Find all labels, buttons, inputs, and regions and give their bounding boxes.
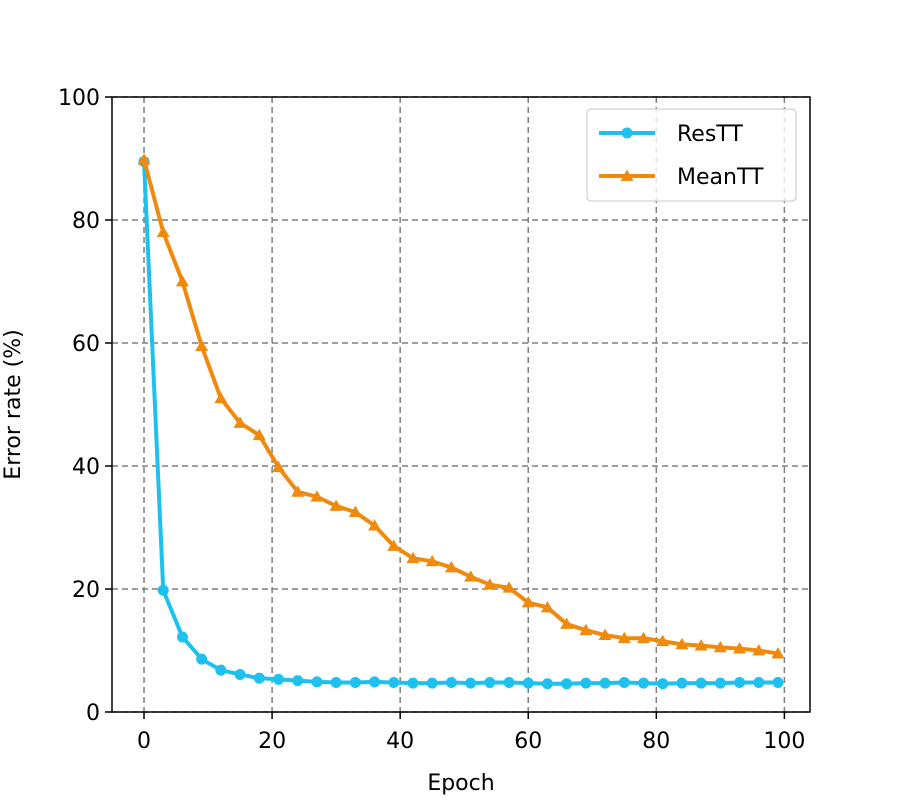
series-layer (137, 153, 785, 690)
legend-entry-meantt: MeanTT (599, 165, 764, 190)
point-restt-27 (311, 676, 323, 688)
point-restt-90 (714, 677, 726, 689)
point-restt-93 (734, 676, 746, 688)
point-meantt-6 (175, 275, 189, 287)
legend-label-meantt: MeanTT (677, 165, 764, 190)
point-meantt-48 (444, 560, 458, 573)
y-tick-label-40: 40 (72, 455, 100, 480)
point-restt-75 (618, 676, 630, 688)
point-meantt-81 (656, 634, 670, 647)
series-restt (138, 156, 784, 690)
point-meantt-84 (675, 637, 689, 650)
point-restt-54 (484, 676, 496, 688)
plot-frame (111, 96, 811, 713)
x-tick-label-40: 40 (386, 729, 414, 754)
point-meantt-54 (483, 578, 497, 590)
point-meantt-90 (713, 640, 727, 653)
point-meantt-72 (598, 628, 612, 640)
y-tick-label-0: 0 (86, 701, 100, 726)
point-meantt-60 (521, 596, 535, 608)
point-restt-69 (580, 677, 592, 689)
point-meantt-3 (156, 225, 170, 238)
point-meantt-15 (233, 416, 247, 428)
x-tick-label-80: 80 (642, 729, 670, 754)
x-tick-label-0: 0 (137, 729, 151, 754)
x-tick-label-100: 100 (763, 729, 805, 754)
legend-entry-restt: ResTT (599, 122, 743, 147)
point-meantt-36 (368, 519, 382, 531)
point-restt-15 (234, 668, 246, 680)
point-restt-33 (349, 676, 361, 688)
point-restt-30 (330, 676, 342, 688)
point-meantt-42 (406, 551, 420, 564)
point-restt-12 (215, 664, 227, 676)
point-restt-6 (176, 631, 188, 643)
y-tick-label-60: 60 (72, 332, 100, 357)
point-restt-9 (196, 653, 208, 665)
point-restt-72 (599, 677, 611, 689)
point-meantt-96 (752, 644, 766, 656)
y-axis-label: Error rate (%) (1, 329, 26, 479)
point-restt-18 (253, 672, 265, 684)
y-tick-label-80: 80 (72, 209, 100, 234)
point-restt-78 (638, 677, 650, 689)
y-tick-label-20: 20 (72, 578, 100, 603)
series-line-restt (142, 161, 778, 686)
point-meantt-45 (425, 554, 439, 567)
legend-marker-restt (621, 127, 633, 139)
x-axis-label: Epoch (427, 771, 494, 796)
point-meantt-27 (310, 490, 324, 502)
point-restt-57 (503, 676, 515, 688)
point-meantt-12 (214, 391, 228, 404)
point-meantt-63 (540, 600, 554, 613)
point-restt-99 (772, 676, 784, 688)
point-restt-96 (753, 676, 765, 688)
series-meantt (137, 153, 785, 659)
legend: ResTT MeanTT (586, 108, 797, 202)
point-restt-66 (561, 678, 573, 690)
axis-ticks: 0 20 40 60 80 100 0 20 40 60 80 100 (58, 86, 805, 754)
point-meantt-39 (387, 539, 401, 551)
point-restt-51 (465, 677, 477, 689)
point-restt-21 (272, 673, 284, 685)
x-tick-label-20: 20 (258, 729, 286, 754)
point-meantt-24 (291, 485, 305, 497)
point-restt-39 (388, 676, 400, 688)
point-restt-24 (292, 675, 304, 687)
legend-marker-meantt (620, 169, 634, 181)
point-meantt-69 (579, 623, 593, 636)
point-meantt-78 (637, 631, 651, 644)
point-meantt-99 (771, 647, 785, 659)
point-meantt-57 (502, 581, 516, 593)
point-restt-3 (157, 584, 169, 596)
point-restt-81 (657, 678, 669, 690)
point-restt-48 (445, 676, 457, 688)
point-restt-60 (522, 677, 534, 689)
point-restt-45 (426, 677, 438, 689)
point-restt-63 (541, 678, 553, 690)
point-meantt-9 (195, 339, 209, 351)
legend-label-restt: ResTT (677, 122, 743, 147)
point-restt-84 (676, 677, 688, 689)
point-meantt-66 (560, 617, 574, 629)
point-meantt-21 (271, 460, 285, 473)
point-meantt-75 (617, 631, 631, 644)
point-restt-36 (369, 676, 381, 688)
y-tick-label-100: 100 (58, 86, 100, 111)
point-meantt-87 (694, 639, 708, 651)
x-tick-label-60: 60 (514, 729, 542, 754)
point-meantt-33 (348, 505, 362, 517)
point-meantt-18 (252, 428, 266, 441)
point-restt-87 (695, 677, 707, 689)
point-meantt-30 (329, 499, 343, 511)
point-meantt-93 (733, 642, 747, 654)
point-meantt-0 (137, 153, 151, 165)
point-meantt-51 (464, 570, 478, 582)
series-line-meantt (142, 159, 779, 656)
point-restt-42 (407, 677, 419, 689)
